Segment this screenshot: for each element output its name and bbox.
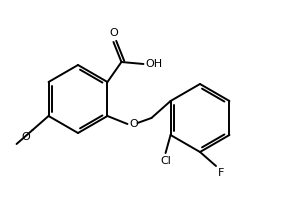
Text: O: O — [22, 132, 31, 142]
Text: O: O — [109, 28, 118, 38]
Text: O: O — [129, 119, 138, 129]
Text: OH: OH — [145, 59, 162, 69]
Text: Cl: Cl — [160, 156, 171, 166]
Text: F: F — [218, 168, 224, 178]
